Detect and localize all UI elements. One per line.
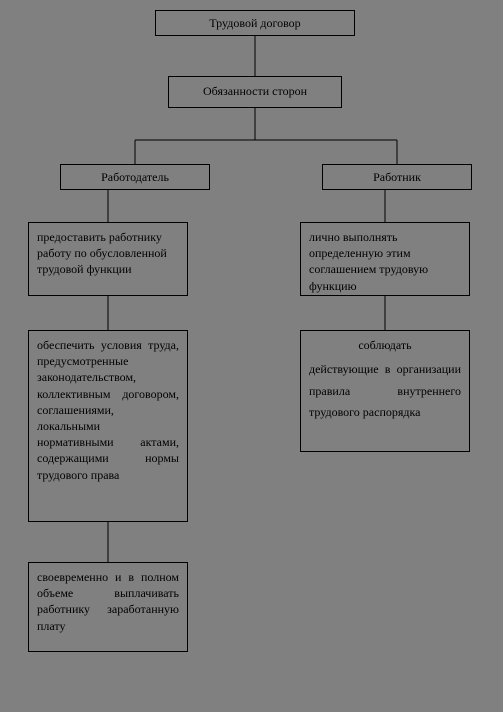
node-emp2: обеспечить условия труда, предусмотренны… [28, 330, 188, 522]
node-emp1-label: предоставить работнику работу по обуслов… [37, 230, 167, 276]
node-emp3: своевременно и в полном объеме выплачива… [28, 562, 188, 652]
node-wrk2-head: соблюдать [309, 337, 461, 353]
node-worker-label: Работник [373, 170, 421, 184]
node-wrk2-body: действующие в организации правила внутре… [309, 359, 461, 424]
node-employer: Работодатель [60, 164, 210, 190]
node-duties-label: Обязанности сторон [203, 84, 307, 98]
node-duties: Обязанности сторон [168, 76, 342, 108]
node-wrk2: соблюдать действующие в организации прав… [300, 330, 470, 452]
node-wrk2-label: действующие в организации правила внутре… [309, 362, 461, 419]
node-wrk2-head-label: соблюдать [358, 338, 411, 352]
node-root: Трудовой договор [155, 10, 355, 36]
node-wrk1-label: лично выполнять определенную этим соглаш… [309, 230, 428, 293]
node-emp3-label: своевременно и в полном объеме выплачива… [37, 570, 179, 633]
node-emp2-label: обеспечить условия труда, предусмотренны… [37, 338, 179, 482]
node-wrk1: лично выполнять определенную этим соглаш… [300, 222, 470, 296]
node-emp1: предоставить работнику работу по обуслов… [28, 222, 188, 296]
node-root-label: Трудовой договор [209, 16, 300, 30]
node-worker: Работник [322, 164, 472, 190]
node-employer-label: Работодатель [101, 170, 169, 184]
